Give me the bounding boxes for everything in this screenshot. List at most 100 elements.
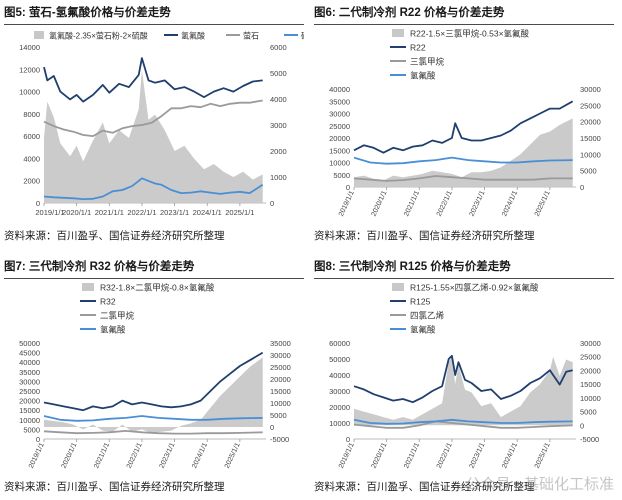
y-tick-label-right: 20000 — [270, 375, 291, 384]
y-tick-label-right: 5000 — [270, 411, 287, 420]
y-tick-label-right: 10000 — [580, 150, 601, 159]
y-tick-label-left: 10000 — [329, 159, 350, 168]
x-tick-label: 2019/1/1 — [338, 442, 356, 470]
title-divider — [314, 278, 614, 279]
x-tick-label: 2019/1/1 — [28, 442, 46, 470]
legend-label: 氢氟酸 — [100, 325, 126, 335]
y-tick-label-right: 20000 — [580, 366, 601, 375]
y-tick-label-left: 10000 — [329, 419, 350, 428]
y-tick-label-left: 50000 — [19, 339, 40, 348]
x-tick-label: 2020/1/1 — [62, 208, 91, 217]
chart-title: 图5: 萤石-氢氟酸价格与价差走势 — [4, 7, 171, 19]
series-line — [43, 177, 264, 200]
y-tick-label-left: 5000 — [23, 425, 40, 434]
y-tick-label-left: 60000 — [329, 339, 350, 348]
y-tick-label-right: 25000 — [270, 363, 291, 372]
y-tick-label-left: 4000 — [23, 154, 40, 163]
y-tick-label-left: 50000 — [329, 355, 350, 364]
legend-label: R22 — [410, 43, 426, 53]
axes: 0 2000 4000 6000 8000 10000 12000 14000 0 1000 200… — [19, 43, 287, 217]
y-tick-label-right: 1000 — [270, 173, 287, 182]
y-tick-label-right: 6000 — [270, 43, 287, 52]
y-tick-label-right: 30000 — [270, 351, 291, 360]
legend-label: R32 — [100, 297, 116, 307]
x-tick-label: 2024/1/1 — [501, 190, 519, 218]
series-line — [353, 418, 573, 425]
x-tick-label: 2021/1/1 — [93, 442, 111, 470]
chart-source: 资料来源：百川盈孚、国信证券经济研究所整理 — [314, 230, 535, 242]
y-tick-label-left: 20000 — [329, 403, 350, 412]
y-tick-label-left: 30000 — [329, 110, 350, 119]
y-tick-label-right: 35000 — [270, 339, 291, 348]
legend-swatch — [82, 283, 94, 291]
title-divider — [314, 24, 614, 25]
legend-label: 萤石 — [243, 31, 259, 41]
title-divider — [4, 278, 304, 279]
y-tick-label-left: 30000 — [19, 377, 40, 386]
y-tick-label-left: 15000 — [19, 406, 40, 415]
series-area — [44, 357, 263, 433]
y-tick-label-right: 0 — [270, 199, 274, 208]
chart-title: 图8: 三代制冷剂 R125 价格与价差走势 — [314, 261, 511, 273]
y-tick-label-right: -5000 — [580, 435, 599, 444]
y-tick-label-right: 0 — [580, 421, 584, 430]
series-line — [353, 100, 574, 154]
y-tick-label-right: 15000 — [580, 134, 601, 143]
chart-panel-fig8: 图8: 三代制冷剂 R125 价格与价差走势 R125-1.55×四氯乙烯-0.… — [314, 258, 614, 496]
y-tick-label-left: 10000 — [19, 88, 40, 97]
x-tick-label: 2025/1/1 — [224, 442, 242, 470]
y-tick-label-left: 40000 — [19, 358, 40, 367]
y-tick-label-right: 3000 — [270, 121, 287, 130]
series-line — [43, 430, 263, 435]
y-tick-label-left: 30000 — [329, 387, 350, 396]
legend-label: R125-1.55×四氯乙烯-0.92×氢氟酸 — [410, 283, 539, 293]
series-line — [43, 57, 263, 103]
y-tick-label-left: 45000 — [19, 349, 40, 358]
chart-source: 资料来源：百川盈孚、国信证券经济研究所整理 — [4, 481, 225, 493]
series-group — [43, 351, 264, 435]
x-tick-label: 2024/1/1 — [191, 442, 209, 470]
y-tick-label-left: 15000 — [329, 146, 350, 155]
y-tick-label-left: 12000 — [19, 65, 40, 74]
y-tick-label-right: 2000 — [270, 147, 287, 156]
y-tick-label-right: 25000 — [580, 353, 601, 362]
y-tick-label-left: 0 — [346, 183, 350, 192]
y-tick-label-right: 15000 — [580, 380, 601, 389]
y-tick-label-right: 5000 — [580, 167, 597, 176]
x-tick-label: 2023/1/1 — [469, 442, 487, 470]
y-tick-label-left: 40000 — [329, 85, 350, 94]
chart-title: 图6: 二代制冷剂 R22 价格与价差走势 — [314, 7, 505, 19]
y-tick-label-right: 30000 — [580, 85, 601, 94]
y-tick-label-right: 25000 — [580, 101, 601, 110]
y-tick-label-left: 6000 — [23, 132, 40, 141]
y-tick-label-left: 35000 — [329, 97, 350, 106]
chart-panel-fig6: 图6: 二代制冷剂 R22 价格与价差走势 R22-1.5×三氯甲烷-0.53×… — [314, 4, 614, 244]
y-tick-label-left: 5000 — [333, 171, 350, 180]
chart-title: 图7: 三代制冷剂 R32 价格与价差走势 — [4, 261, 195, 273]
y-tick-label-right: 5000 — [580, 408, 597, 417]
x-tick-label: 2021/1/1 — [403, 442, 421, 470]
series-area — [44, 70, 263, 204]
y-tick-label-left: 20000 — [19, 397, 40, 406]
y-tick-label-right: 4000 — [270, 95, 287, 104]
x-tick-label: 2019/1/1 — [338, 190, 356, 218]
y-tick-label-right: 30000 — [580, 339, 601, 348]
x-tick-label: 2020/1/1 — [371, 190, 389, 218]
legend-label: 氢氟酸-2.35×萤石粉-2×硫酸 — [49, 31, 148, 41]
y-tick-label-left: 14000 — [19, 43, 40, 52]
title-divider — [4, 24, 304, 25]
series-line — [353, 354, 573, 404]
legend-label: 二氯甲烷 — [100, 311, 135, 321]
x-tick-label: 2023/1/1 — [159, 442, 177, 470]
y-tick-label-right: -5000 — [270, 435, 289, 444]
y-tick-label-right: 0 — [270, 423, 274, 432]
x-tick-label: 2022/1/1 — [436, 190, 454, 218]
legend-label: 氢氟酸 — [410, 325, 436, 335]
legend: 氢氟酸-2.35×萤石粉-2×硫酸 氢氟酸 萤石 硫酸 — [34, 31, 304, 41]
series-group — [43, 57, 264, 204]
x-tick-label: 2022/1/1 — [436, 442, 454, 470]
